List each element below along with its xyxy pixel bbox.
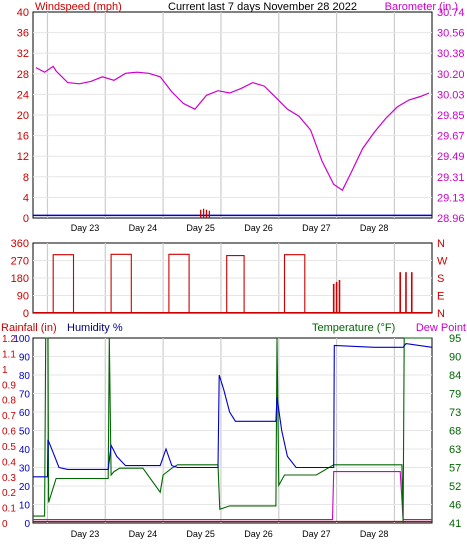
direction-compass-label: N xyxy=(437,308,445,320)
windspeed-tick-label: 8 xyxy=(23,172,29,184)
rainfall-tick-label: 0.2 xyxy=(2,488,16,499)
barometer-tick-label: 29.13 xyxy=(437,192,465,204)
rainfall-tick-label: 0.3 xyxy=(2,473,16,484)
barometer-tick-label: 29.49 xyxy=(437,151,465,163)
rainfall-tick-label: 1 xyxy=(2,365,8,376)
wind-baro-x-tick-label: Day 26 xyxy=(244,223,273,233)
temperature-tick-label: 84 xyxy=(449,370,461,382)
windspeed-tick-label: 36 xyxy=(17,28,29,40)
temperature-tick-label: 52 xyxy=(449,481,461,493)
wind-baro-x-tick-label: Day 27 xyxy=(302,223,331,233)
rht-x-tick-label: Day 24 xyxy=(129,529,158,539)
wind-direction-segment xyxy=(168,253,190,313)
windspeed-tick-label: 0 xyxy=(23,213,29,225)
temperature-tick-label: 95 xyxy=(449,333,461,345)
direction-degree-label: 90 xyxy=(17,291,29,303)
direction-degree-label: 360 xyxy=(11,238,29,250)
barometer-tick-label: 29.31 xyxy=(437,172,465,184)
rht-x-tick-label: Day 25 xyxy=(186,529,215,539)
rainfall-tick-label: 0.6 xyxy=(2,427,16,438)
humidity-axis-label: Humidity % xyxy=(67,322,123,334)
rainfall-tick-label: 1.1 xyxy=(2,349,16,360)
windspeed-tick-label: 20 xyxy=(17,110,29,122)
humidity-tick-label: 70 xyxy=(19,390,31,401)
wind-direction-segment xyxy=(110,253,132,313)
wind-baro-x-tick-label: Day 25 xyxy=(186,223,215,233)
wind-direction-segment xyxy=(52,254,75,313)
temperature-tick-label: 46 xyxy=(449,500,461,512)
windspeed-tick-label: 24 xyxy=(17,89,29,101)
temperature-tick-label: 57 xyxy=(449,463,461,475)
barometer-tick-label: 30.03 xyxy=(437,89,465,101)
barometer-tick-label: 30.74 xyxy=(437,7,465,19)
barometer-tick-label: 29.67 xyxy=(437,131,465,143)
rainfall-tick-label: 0 xyxy=(2,519,8,530)
direction-degree-label: 180 xyxy=(11,273,29,285)
wind-direction-segment xyxy=(226,255,245,313)
direction-degree-label: 270 xyxy=(11,256,29,268)
direction-compass-label: S xyxy=(437,273,444,285)
chart-title: Current last 7 days November 28 2022 xyxy=(168,1,357,13)
barometer-tick-label: 29.85 xyxy=(437,110,465,122)
rht-x-tick-label: Day 26 xyxy=(244,529,273,539)
barometer-tick-label: 28.96 xyxy=(437,213,465,225)
rainfall-tick-label: 0.9 xyxy=(2,380,16,391)
rainfall-tick-label: 0.4 xyxy=(2,457,16,468)
humidity-tick-label: 80 xyxy=(19,371,31,382)
barometer-axis-label: Barometer (in.) xyxy=(385,1,458,13)
rht-x-tick-label: Day 27 xyxy=(302,529,331,539)
rht-x-tick-label: Day 23 xyxy=(71,529,100,539)
direction-compass-label: W xyxy=(437,256,448,268)
dew-point-axis-label: Dew Point xyxy=(416,322,466,334)
humidity-tick-label: 90 xyxy=(19,353,31,364)
humidity-tick-label: 100 xyxy=(13,334,30,345)
direction-compass-label: N xyxy=(437,238,445,250)
rainfall-axis-label: Rainfall (in) xyxy=(1,322,57,334)
humidity-tick-label: 50 xyxy=(19,427,31,438)
windspeed-tick-label: 40 xyxy=(17,7,29,19)
direction-compass-label: E xyxy=(437,291,444,303)
temperature-tick-label: 90 xyxy=(449,352,461,364)
direction-degree-label: 0 xyxy=(23,308,29,320)
temperature-tick-label: 79 xyxy=(449,389,461,401)
temperature-axis-label: Temperature (°F) xyxy=(312,322,395,334)
windspeed-tick-label: 16 xyxy=(17,131,29,143)
humidity-tick-label: 40 xyxy=(19,445,31,456)
humidity-tick-label: 10 xyxy=(19,501,31,512)
wind-baro-x-tick-label: Day 23 xyxy=(71,223,100,233)
temperature-tick-label: 41 xyxy=(449,518,461,530)
barometer-tick-label: 30.38 xyxy=(437,48,465,60)
windspeed-axis-label: Windspeed (mph) xyxy=(35,1,122,13)
windspeed-tick-label: 28 xyxy=(17,69,29,81)
wind-barometer-panel: 0 4 8 12 16 20 24 28 32 36 40 28.96 29.13 29.31 29.49 2… xyxy=(17,1,465,233)
humidity-tick-label: 20 xyxy=(19,482,31,493)
rht-x-tick-label: Day 28 xyxy=(360,529,389,539)
rain-humidity-temperature-panel: 0 0.1 0.2 0.3 0.4 0.5 0.6 0.7 0.8 0.9 1 1.1 1.2 0 10 20… xyxy=(1,322,466,539)
temperature-line xyxy=(33,337,432,524)
wind-baro-x-tick-label: Day 24 xyxy=(129,223,158,233)
rainfall-tick-label: 0.7 xyxy=(2,411,16,422)
humidity-line xyxy=(33,343,433,478)
windspeed-tick-label: 12 xyxy=(17,151,29,163)
rainfall-tick-label: 0.8 xyxy=(2,396,16,407)
humidity-tick-label: 0 xyxy=(24,519,30,530)
windspeed-tick-label: 32 xyxy=(17,48,29,60)
barometer-tick-label: 30.20 xyxy=(437,69,465,81)
wind-direction-segment xyxy=(283,254,306,313)
rainfall-tick-label: 1.2 xyxy=(2,334,16,345)
barometer-tick-label: 30.56 xyxy=(437,28,465,40)
barometer-line xyxy=(35,65,430,192)
wind-baro-x-tick-label: Day 28 xyxy=(360,223,389,233)
humidity-tick-label: 60 xyxy=(19,408,31,419)
temperature-tick-label: 63 xyxy=(449,444,461,456)
rainfall-tick-label: 0.5 xyxy=(2,442,16,453)
rainfall-tick-label: 0.1 xyxy=(2,504,16,515)
humidity-tick-label: 30 xyxy=(19,464,31,475)
temperature-tick-label: 68 xyxy=(449,426,461,438)
windspeed-tick-label: 4 xyxy=(23,192,29,204)
temperature-tick-label: 73 xyxy=(449,407,461,419)
